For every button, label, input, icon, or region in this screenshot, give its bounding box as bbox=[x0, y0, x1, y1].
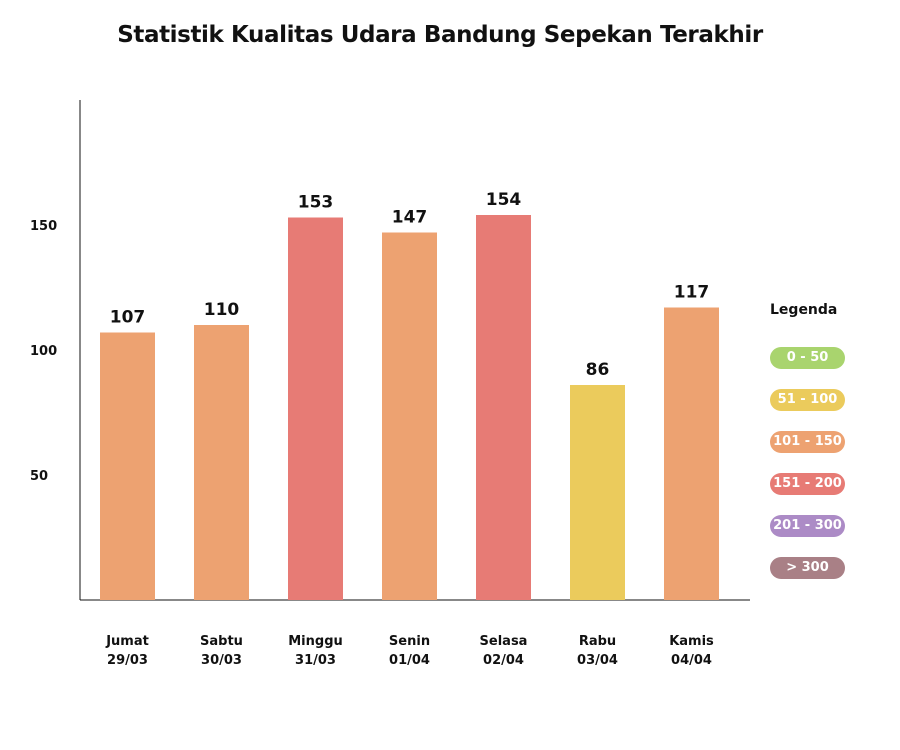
legend: Legenda 0 - 50 51 - 100 101 - 150 151 - 200… bbox=[770, 300, 880, 599]
x-tick-label-day: Kamis bbox=[669, 634, 714, 649]
x-tick-label-date: 01/04 bbox=[389, 653, 430, 668]
x-tick-label-date: 29/03 bbox=[107, 653, 148, 668]
bar bbox=[664, 307, 719, 600]
data-label: 86 bbox=[586, 360, 610, 380]
legend-item: 0 - 50 bbox=[770, 347, 845, 369]
chart-title: Statistik Kualitas Udara Bandung Sepekan… bbox=[117, 22, 763, 48]
bar bbox=[100, 332, 155, 600]
y-tick-label: 50 bbox=[30, 469, 48, 484]
data-label: 107 bbox=[110, 308, 146, 328]
data-label: 153 bbox=[298, 193, 334, 213]
bar bbox=[382, 232, 437, 600]
legend-item: 101 - 150 bbox=[770, 431, 845, 453]
x-tick-label-date: 02/04 bbox=[483, 653, 524, 668]
y-tick-label: 150 bbox=[30, 219, 57, 234]
bar bbox=[194, 325, 249, 600]
x-tick-label-day: Sabtu bbox=[200, 634, 243, 649]
data-label: 110 bbox=[204, 300, 240, 320]
y-tick-label: 100 bbox=[30, 344, 57, 359]
legend-title: Legenda bbox=[770, 302, 838, 318]
x-tick-label-day: Senin bbox=[389, 634, 430, 649]
data-label: 154 bbox=[486, 190, 522, 210]
data-label: 147 bbox=[392, 208, 428, 228]
x-tick-label-day: Selasa bbox=[480, 634, 528, 649]
x-tick-label-day: Jumat bbox=[105, 634, 149, 649]
x-tick-label-date: 03/04 bbox=[577, 653, 618, 668]
legend-items: 0 - 50 51 - 100 101 - 150 151 - 200 201 - 30… bbox=[770, 347, 880, 579]
x-tick-label-date: 04/04 bbox=[671, 653, 712, 668]
x-tick-label-day: Minggu bbox=[288, 634, 343, 649]
x-tick-label-date: 31/03 bbox=[295, 653, 336, 668]
legend-item: > 300 bbox=[770, 557, 845, 579]
data-label: 117 bbox=[674, 283, 710, 303]
bar bbox=[570, 385, 625, 600]
legend-item: 51 - 100 bbox=[770, 389, 845, 411]
legend-item: 151 - 200 bbox=[770, 473, 845, 495]
x-tick-label-day: Rabu bbox=[579, 634, 616, 649]
x-tick-label-date: 30/03 bbox=[201, 653, 242, 668]
legend-item: 201 - 300 bbox=[770, 515, 845, 537]
bar bbox=[288, 217, 343, 600]
bar bbox=[476, 215, 531, 600]
